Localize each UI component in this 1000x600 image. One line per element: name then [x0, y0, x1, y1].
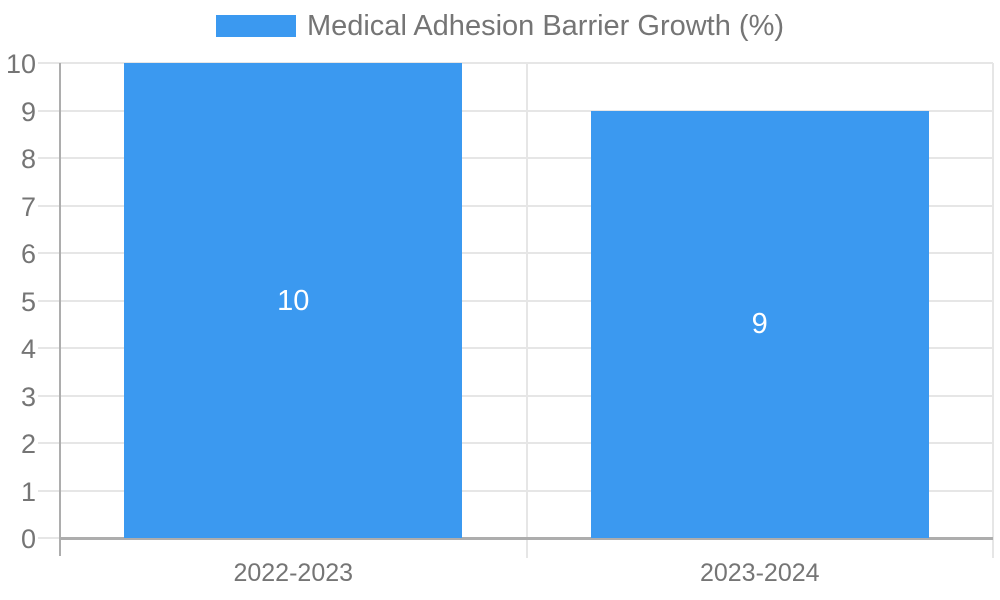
gridline [38, 489, 993, 492]
y-tick-label: 6 [20, 239, 36, 269]
y-tick-label: 5 [20, 286, 36, 317]
y-tick-mark [38, 537, 60, 539]
y-tick-label: 4 [20, 334, 36, 364]
x-axis-line [60, 537, 993, 540]
gridline [38, 347, 993, 349]
y-tick-label: 8 [20, 144, 36, 174]
gridline [38, 157, 993, 159]
y-tick-label: 1 [20, 476, 36, 507]
y-tick-label: 2 [20, 429, 36, 459]
gridline [38, 252, 993, 254]
vertical-gridline [525, 63, 528, 558]
gridline [38, 204, 993, 207]
y-tick-label: 9 [20, 96, 36, 127]
gridline [38, 394, 993, 397]
x-category-label: 2023-2024 [699, 559, 820, 587]
legend: Medical Adhesion Barrier Growth (%) [0, 9, 1000, 43]
y-tick-label: 0 [20, 524, 36, 554]
legend-swatch [215, 15, 296, 37]
bar-value-label: 10 [277, 284, 310, 317]
x-category-label: 2022-2023 [233, 559, 354, 587]
bar [124, 63, 463, 538]
bar-value-label: 9 [751, 308, 768, 341]
gridline [38, 109, 993, 112]
legend-title: Medical Adhesion Barrier Growth (%) [306, 10, 785, 42]
y-tick-label: 10 [5, 49, 36, 79]
y-tick-label: 7 [20, 191, 36, 222]
y-tick-label: 3 [20, 381, 36, 412]
vertical-gridline [992, 63, 994, 558]
bar [590, 110, 929, 538]
gridline [38, 299, 993, 302]
y-axis-line [59, 63, 61, 556]
gridline [38, 62, 993, 64]
gridline [38, 442, 993, 444]
